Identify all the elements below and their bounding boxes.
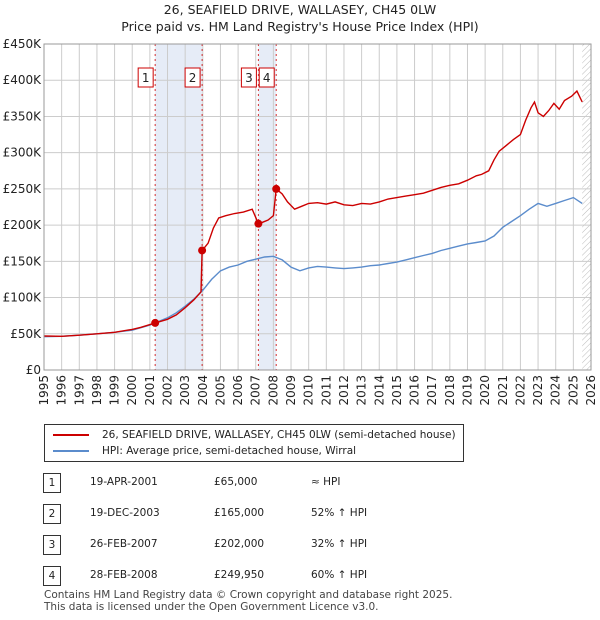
y-tick-label: £50K	[10, 327, 42, 341]
x-tick-label: 2009	[284, 375, 298, 406]
price-chart: 1 2 3 4 £0 £50K £100K £150K £200K £250K £300K £350K…	[3, 37, 598, 406]
transaction-row: 2 19-DEC-2003 £165,000 52% ↑ HPI	[0, 504, 600, 524]
x-tick-label: 2004	[196, 375, 210, 406]
transaction-vs-hpi: 60% ↑ HPI	[311, 569, 368, 581]
legend-property: 26, SEAFIELD DRIVE, WALLASEY, CH45 0LW (…	[53, 427, 456, 443]
sale-label-1: 1	[137, 67, 154, 88]
sale-point-4	[272, 184, 281, 193]
transaction-date: 19-APR-2001	[90, 476, 158, 488]
x-tick-label: 2000	[125, 375, 139, 406]
y-tick-label: £300K	[3, 146, 43, 160]
x-tick-label: 2002	[161, 375, 175, 406]
y-tick-label: £350K	[3, 109, 43, 123]
transaction-price: £249,950	[214, 569, 265, 581]
x-tick-label: 2012	[337, 375, 351, 406]
transaction-number: 1	[43, 473, 61, 493]
footer: Contains HM Land Registry data © Crown c…	[44, 589, 452, 613]
x-tick-label: 2024	[549, 375, 563, 406]
y-tick-label: £0	[26, 363, 41, 377]
x-tick-label: 2014	[372, 375, 386, 406]
x-tick-label: 2003	[178, 375, 192, 406]
x-tick-label: 1998	[90, 375, 104, 406]
y-tick-label: £200K	[3, 218, 43, 232]
sale-label-text: 2	[189, 71, 197, 85]
x-tick-label: 2010	[302, 375, 316, 406]
y-tick-label: £250K	[3, 182, 43, 196]
x-tick-label: 1996	[55, 375, 69, 406]
x-tick-label: 2013	[355, 375, 369, 406]
x-tick-label: 2026	[584, 375, 598, 406]
transaction-number: 4	[43, 566, 61, 586]
sale-label-text: 3	[245, 71, 253, 85]
sale-point-2	[198, 246, 207, 255]
x-tick-label: 2005	[213, 375, 227, 406]
x-tick-label: 2018	[443, 375, 457, 406]
x-tick-label: 2017	[425, 375, 439, 406]
shaded-range-1	[155, 44, 203, 370]
transaction-number: 2	[43, 504, 61, 524]
transaction-price: £202,000	[214, 538, 265, 550]
sale-point-1	[151, 318, 160, 327]
x-tick-label: 2015	[390, 375, 404, 406]
legend-hpi: HPI: Average price, semi-detached house,…	[53, 443, 356, 459]
transaction-vs-hpi: 52% ↑ HPI	[311, 507, 368, 519]
sale-label-4: 4	[258, 67, 275, 88]
transaction-date: 28-FEB-2008	[90, 569, 158, 581]
y-tick-label: £450K	[3, 37, 43, 51]
transaction-vs-hpi: ≈ HPI	[311, 476, 341, 488]
x-tick-label: 2007	[249, 375, 263, 406]
legend-hpi-label: HPI: Average price, semi-detached house,…	[102, 445, 357, 457]
x-tick-label: 2025	[566, 375, 580, 406]
sale-label-text: 4	[263, 71, 271, 85]
transaction-price: £165,000	[214, 507, 265, 519]
property-price-line	[43, 89, 583, 338]
y-tick-label: £150K	[3, 254, 43, 268]
x-tick-label: 2022	[513, 375, 527, 406]
x-tick-label: 1995	[37, 375, 51, 406]
transaction-vs-hpi: 32% ↑ HPI	[311, 538, 368, 550]
legend: 26, SEAFIELD DRIVE, WALLASEY, CH45 0LW (…	[44, 424, 464, 462]
sale-label-3: 3	[240, 67, 257, 88]
x-tick-label: 2006	[231, 375, 245, 406]
x-tick-label: 2011	[319, 375, 333, 406]
legend-property-line	[53, 434, 89, 436]
transaction-date: 26-FEB-2007	[90, 538, 158, 550]
transaction-date: 19-DEC-2003	[90, 507, 160, 519]
chart-title-line1: 26, SEAFIELD DRIVE, WALLASEY, CH45 0LW	[163, 2, 437, 17]
transaction-row: 3 26-FEB-2007 £202,000 32% ↑ HPI	[0, 535, 600, 555]
transaction-price: £65,000	[214, 476, 258, 488]
x-tick-label: 2001	[143, 375, 157, 406]
x-tick-label: 1997	[72, 375, 86, 406]
shaded-range-2	[258, 44, 277, 370]
footer-line1: Contains HM Land Registry data © Crown c…	[44, 589, 453, 601]
y-tick-label: £400K	[3, 73, 43, 87]
hpi-line	[43, 196, 583, 338]
sale-point-3	[254, 219, 263, 228]
x-tick-label: 2020	[478, 375, 492, 406]
x-tick-label: 1999	[108, 375, 122, 406]
x-tick-label: 2016	[408, 375, 422, 406]
transaction-number: 3	[43, 535, 61, 555]
sale-label-text: 1	[142, 71, 150, 85]
plot-frame	[43, 43, 592, 371]
y-tick-label: £100K	[3, 291, 43, 305]
future-hatch	[582, 44, 591, 370]
x-tick-label: 2019	[460, 375, 474, 406]
footer-line2: This data is licensed under the Open Gov…	[44, 601, 379, 613]
transaction-row: 4 28-FEB-2008 £249,950 60% ↑ HPI	[0, 566, 600, 586]
sale-label-2: 2	[184, 67, 201, 88]
x-tick-label: 2021	[496, 375, 510, 406]
x-tick-label: 2008	[266, 375, 280, 406]
legend-hpi-line	[53, 450, 89, 452]
transaction-row: 1 19-APR-2001 £65,000 ≈ HPI	[0, 473, 600, 493]
chart-title-line2: Price paid vs. HM Land Registry's House …	[121, 19, 479, 34]
x-tick-label: 2023	[531, 375, 545, 406]
legend-property-label: 26, SEAFIELD DRIVE, WALLASEY, CH45 0LW (…	[102, 429, 456, 441]
